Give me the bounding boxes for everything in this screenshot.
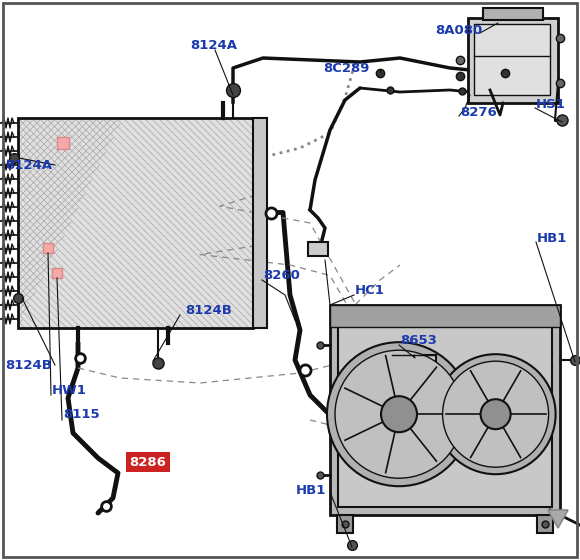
Circle shape [327,342,471,486]
Bar [57,137,69,149]
Text: 8124B: 8124B [5,358,52,371]
Bar [474,24,550,95]
Text: HC1: HC1 [355,283,385,296]
Text: 8653: 8653 [400,334,437,347]
Text: HS1: HS1 [536,97,566,110]
Bar [468,18,558,103]
Bar [338,313,552,507]
Text: 8A080: 8A080 [435,24,482,36]
Bar [18,118,253,328]
Text: HB1: HB1 [296,483,327,497]
Text: 8286: 8286 [129,455,166,469]
Circle shape [436,354,556,474]
Bar [537,515,553,533]
Bar [392,355,436,383]
Text: 8115: 8115 [63,408,100,422]
Bar [483,8,543,20]
Bar [43,243,53,253]
Text: 8124A: 8124A [5,158,52,171]
Circle shape [335,350,463,478]
Circle shape [481,399,510,429]
Text: 8276: 8276 [460,105,496,119]
Text: 8260: 8260 [263,268,300,282]
Bar [308,242,328,256]
Polygon shape [548,510,568,528]
Text: 8124A: 8124A [190,39,237,52]
Bar [330,305,560,515]
Bar [337,515,353,533]
Text: 8124B: 8124B [185,304,232,316]
Text: 8C289: 8C289 [323,62,369,74]
Text: HB1: HB1 [537,231,567,245]
Circle shape [443,361,549,467]
Circle shape [381,396,417,432]
Text: HW1: HW1 [52,384,87,396]
Bar [253,118,267,328]
Bar [18,118,253,328]
Bar [52,268,62,278]
Bar [330,305,560,327]
